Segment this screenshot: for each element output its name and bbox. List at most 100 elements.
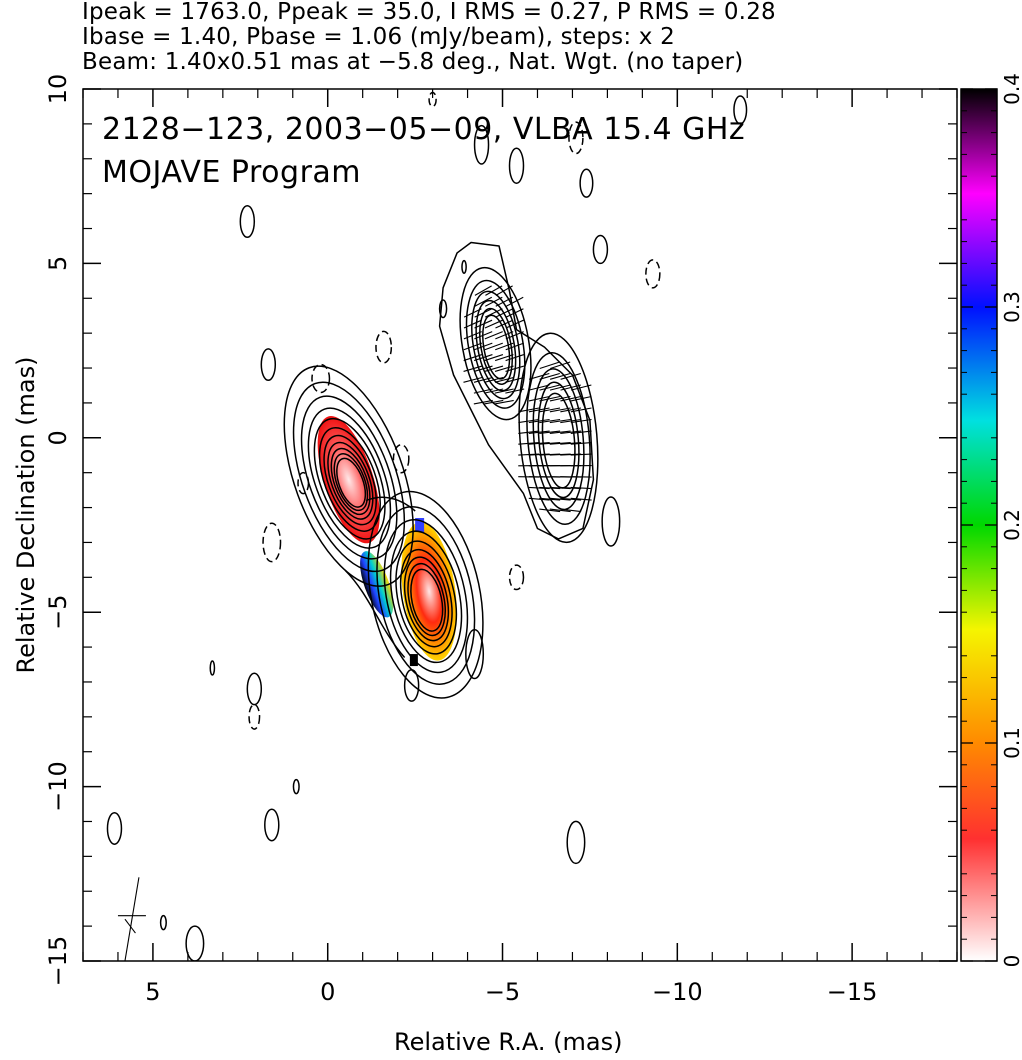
pol-vector [518,430,540,434]
contour-knot2 [537,381,580,499]
contour-jet [407,562,446,637]
contour-negative [262,522,282,563]
pol-vector [505,342,524,351]
pol-vector [528,486,550,490]
pol-vector [528,384,550,391]
pol-patch-top [415,518,425,533]
pol-vector [463,354,483,362]
contour-negative [568,121,584,155]
pol-vector [560,384,581,391]
beam-cross [124,918,136,934]
pol-vector [560,441,582,445]
pol-vector [505,296,524,307]
pol-vector [495,296,514,307]
x-tick-label: −5 [485,978,520,1006]
contour-noise [403,668,420,702]
contour-jet [383,519,469,674]
pol-vector [463,319,482,329]
pol-vector [549,486,571,490]
pol-vector [485,285,503,296]
contour-negative [392,443,410,474]
y-axis-label: Relative Declination (mas) [12,356,40,674]
contour-core [318,426,381,532]
contour-negative [297,471,310,495]
contour-noise [566,820,586,865]
pol-vector [484,308,503,318]
pol-vector [484,331,503,340]
pol-vector [505,319,524,329]
pol-vector [539,384,561,391]
pol-vector [474,285,492,296]
pol-vector [463,308,482,318]
pol-vector [473,354,493,362]
pol-vector [495,342,514,351]
pol-vector [495,319,514,329]
contour-core [307,407,392,549]
contour-noise [292,778,300,795]
pol-vector [570,395,592,402]
pol-vector [549,418,571,424]
pol-vector [528,407,550,413]
pol-vector [463,331,482,340]
x-tick-label: 0 [320,978,335,1006]
pol-vector [484,342,503,351]
pol-vector [495,308,514,318]
pol-vector [549,441,571,445]
pol-vector [560,497,582,501]
pol-vector [560,508,582,513]
pol-vector [539,508,561,513]
pol-vector [463,376,483,383]
pol-vector [549,497,571,501]
pol-vector [505,331,524,340]
pol-vector [484,354,504,362]
contour-noise [209,660,216,676]
chart-subtitle: MOJAVE Program [102,155,362,190]
pol-vector [474,331,493,340]
contour-core [283,365,414,587]
pol-vector [570,384,592,391]
pol-vector [484,365,504,372]
pol-vector [570,418,592,424]
contour-noise [260,348,277,382]
pol-vector [473,365,493,372]
pol-vector [528,395,550,402]
colorbar-tick-label: 0 [1000,955,1022,968]
pol-vector [570,497,592,501]
pol-vector [539,497,561,501]
x-tick-label: −10 [652,978,703,1006]
contour-noise [465,628,485,680]
header-line-beam: Beam: 1.40x0.51 mas at −5.8 deg., Nat. W… [82,49,744,75]
pol-vector [570,441,592,445]
x-tick-label: 5 [145,978,160,1006]
contour-noise [461,259,467,274]
contour-noise [106,811,123,845]
contour-core [300,395,398,560]
y-tick-label: −5 [44,595,72,630]
pol-vector [560,407,582,413]
colorbar-tick-label: 0.2 [1000,509,1022,541]
pol-vector [560,486,582,490]
pol-vector [518,453,540,456]
contour-noise [592,234,609,265]
contour-jet [389,530,463,664]
pol-vector [539,361,560,370]
pol-vector [505,365,525,372]
pol-vector [495,331,514,340]
contour-knot2 [518,332,599,544]
x-tick-label: −15 [827,978,878,1006]
pol-vector [549,395,571,402]
pol-vector [494,365,514,372]
pol-vector [485,296,503,307]
contour-noise [159,914,167,931]
pol-vector [529,372,550,380]
pol-vector [484,376,504,383]
pol-vector [505,308,524,318]
pol-vector [528,441,550,445]
contour-noise [601,496,621,547]
pol-vector [494,399,514,405]
contour-noise [579,168,594,198]
pol-vector [518,441,540,445]
beam-cross [124,877,140,961]
contour-jet [403,556,450,642]
pol-vector [463,342,483,351]
